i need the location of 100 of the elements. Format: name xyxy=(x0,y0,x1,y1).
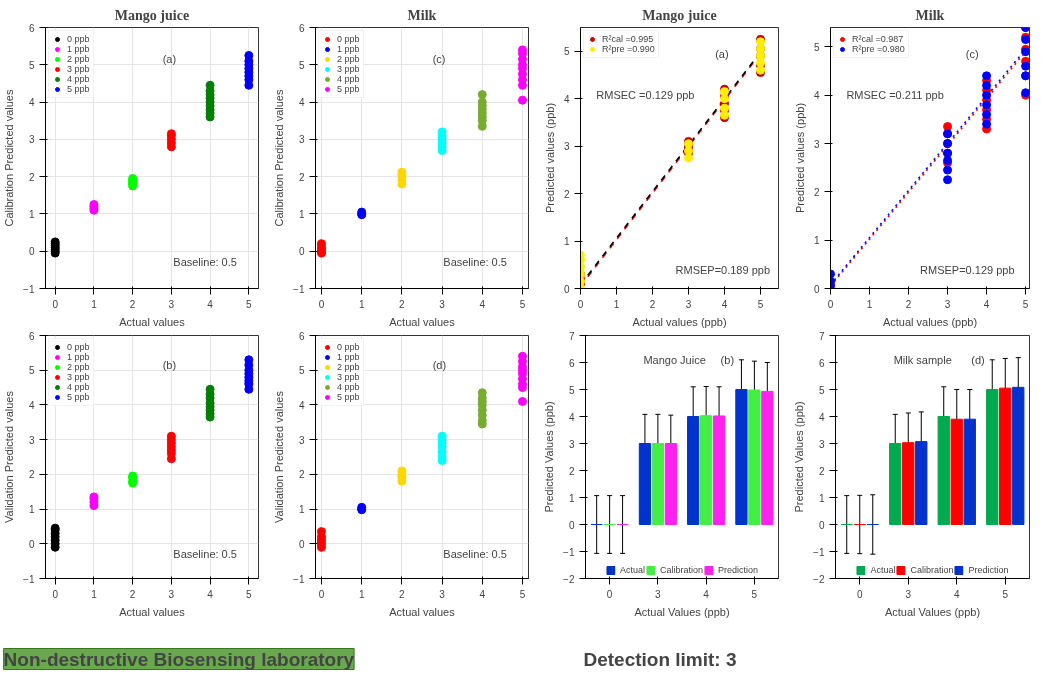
y-tick-label: 0 xyxy=(568,519,575,531)
x-tick-label: 5 xyxy=(246,588,253,600)
legend-label: 4 ppb xyxy=(337,382,360,392)
legend-label: R²cal =0.987 xyxy=(852,34,904,44)
y-tick-label: 0 xyxy=(563,283,570,295)
y-tick-label: 6 xyxy=(568,357,575,369)
x-tick-label: 3 xyxy=(944,298,951,310)
x-tick-label: 2 xyxy=(649,298,656,310)
legend-label: 3 ppb xyxy=(337,372,360,382)
legend-label: 5 ppb xyxy=(337,84,360,94)
annotation: (b) xyxy=(162,358,177,371)
y-tick-label: 5 xyxy=(813,41,820,53)
y-tick-label: 6 xyxy=(28,22,35,34)
x-tick-label: 5 xyxy=(246,298,253,310)
y-tick-label: 3 xyxy=(298,134,305,146)
legend-label: 1 ppb xyxy=(337,44,360,54)
y-tick-label: 5 xyxy=(563,46,570,58)
y-tick-label: 6 xyxy=(298,330,305,342)
x-axis-title: Actual values xyxy=(119,315,186,328)
y-tick-label: 2 xyxy=(298,469,305,481)
legend-label: Prediction xyxy=(968,565,1009,575)
y-tick-label: 4 xyxy=(28,97,35,109)
x-tick-label: 5 xyxy=(1002,588,1009,600)
y-tick-label: 7 xyxy=(568,330,575,342)
y-tick-label: −1 xyxy=(813,546,825,558)
x-tick-label: 4 xyxy=(953,588,960,600)
x-tick-label: 0 xyxy=(52,298,59,310)
x-tick-label: 0 xyxy=(318,298,325,310)
y-tick-label: 2 xyxy=(28,469,35,481)
y-tick-label: 4 xyxy=(813,90,820,102)
y-tick-label: 2 xyxy=(563,188,570,200)
text: Non-destructive Biosensing laboratory xyxy=(3,648,355,670)
y-tick-label: 3 xyxy=(818,438,825,450)
annotation: (c) xyxy=(965,47,979,60)
legend-label: 5 ppb xyxy=(67,392,90,402)
annotation: (a) xyxy=(162,52,177,65)
y-tick-label: 4 xyxy=(563,93,570,105)
y-tick-label: 6 xyxy=(298,22,305,34)
y-tick-label: 2 xyxy=(813,186,820,198)
y-tick-label: 4 xyxy=(568,411,575,423)
y-tick-label: 7 xyxy=(818,330,825,342)
x-tick-label: 3 xyxy=(439,588,446,600)
legend-label: 5 ppb xyxy=(337,392,360,402)
legend-label: Prediction xyxy=(718,565,759,575)
y-tick-label: 1 xyxy=(568,492,575,504)
x-tick-label: 5 xyxy=(1022,298,1029,310)
x-tick-label: 5 xyxy=(519,298,526,310)
chart-title: Milk xyxy=(915,7,945,23)
y-axis-title: Calibration Predicted values xyxy=(273,89,286,227)
x-axis-title: Actual values xyxy=(119,605,186,618)
legend-label: 0 ppb xyxy=(337,342,360,352)
x-tick-label: 3 xyxy=(905,588,912,600)
y-axis-title: Predicted Values (ppb) xyxy=(793,401,806,513)
y-tick-label: 6 xyxy=(818,357,825,369)
x-tick-label: 0 xyxy=(577,298,584,310)
annotation: (d) xyxy=(432,358,447,371)
annotation: RMSEC =0.129 ppb xyxy=(596,89,695,102)
y-tick-label: 1 xyxy=(818,492,825,504)
x-axis-title: Actual Values (ppb) xyxy=(884,605,981,618)
x-tick-label: 0 xyxy=(52,588,59,600)
y-tick-label: 2 xyxy=(568,465,575,477)
x-tick-label: 0 xyxy=(856,588,863,600)
chart-title: Milk xyxy=(407,7,437,23)
legend-label: 2 ppb xyxy=(337,54,360,64)
x-axis-title: Actual values xyxy=(389,315,456,328)
legend-label: 2 ppb xyxy=(67,362,90,372)
x-tick-label: 5 xyxy=(519,588,526,600)
y-tick-label: 3 xyxy=(563,141,570,153)
legend-label: 0 ppb xyxy=(67,342,90,352)
x-tick-label: 3 xyxy=(439,298,446,310)
x-tick-label: 0 xyxy=(606,588,613,600)
x-tick-label: 5 xyxy=(751,588,758,600)
y-tick-label: −1 xyxy=(293,283,305,295)
legend-label: R²pre =0.980 xyxy=(852,44,905,54)
x-tick-label: 4 xyxy=(721,298,728,310)
annotation: (c) xyxy=(432,52,446,65)
legend-label: 1 ppb xyxy=(67,352,90,362)
legend-label: 3 ppb xyxy=(337,64,360,74)
y-tick-label: 4 xyxy=(298,399,305,411)
legend-label: 1 ppb xyxy=(337,352,360,362)
legend-label: Actual xyxy=(619,565,645,575)
annotation: (b) xyxy=(720,353,735,366)
x-tick-label: 2 xyxy=(399,588,406,600)
y-tick-label: −1 xyxy=(293,573,305,585)
x-tick-label: 1 xyxy=(866,298,873,310)
y-tick-label: −2 xyxy=(813,573,825,585)
y-tick-label: 1 xyxy=(298,208,305,220)
y-tick-label: 0 xyxy=(818,519,825,531)
legend-label: R²pre =0.990 xyxy=(602,44,655,54)
y-tick-label: 5 xyxy=(818,384,825,396)
legend-label: Calibration xyxy=(910,565,954,575)
annotation: Mango Juice xyxy=(643,353,706,366)
annotation: Baseline: 0.5 xyxy=(443,256,507,269)
x-tick-label: 5 xyxy=(757,298,764,310)
y-tick-label: −1 xyxy=(563,546,575,558)
x-tick-label: 2 xyxy=(399,298,406,310)
y-tick-label: 1 xyxy=(28,504,35,516)
y-tick-label: −2 xyxy=(563,573,575,585)
legend-label: 2 ppb xyxy=(337,362,360,372)
y-tick-label: 1 xyxy=(563,236,570,248)
